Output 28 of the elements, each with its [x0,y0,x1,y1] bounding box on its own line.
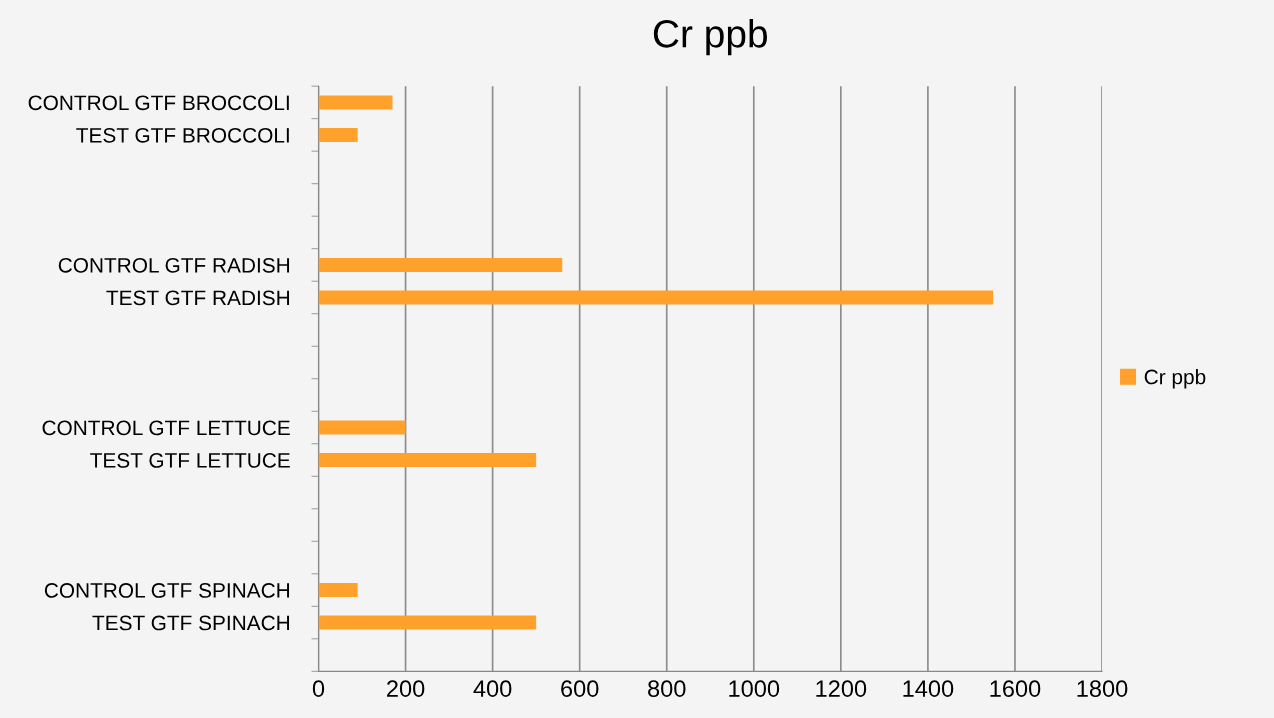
x-tick-label: 1800 [1077,680,1128,698]
x-tick-label: 1000 [729,680,780,698]
bar [318,127,358,142]
y-tick-label: TEST GTF RADISH [106,290,290,306]
bar [318,257,563,272]
bar [318,290,994,305]
bar [318,453,537,468]
legend-label: Cr ppb [1144,369,1206,389]
x-tick-label: 1400 [903,680,954,698]
bar [318,95,393,110]
y-tick-label: CONTROL GTF BROCCOLI [28,95,289,111]
x-tick-label: 200 [387,680,425,698]
y-tick-label: CONTROL GTF SPINACH [44,583,290,598]
x-tick-label: 800 [648,680,686,698]
y-tick-label: CONTROL GTF LETTUCE [42,420,290,436]
y-tick-label: TEST GTF SPINACH [92,615,290,631]
x-tick-label: 1600 [990,680,1041,698]
y-tick-label: TEST GTF LETTUCE [90,453,290,468]
y-tick-label: TEST GTF BROCCOLI [76,127,289,143]
x-tick-label: 1200 [816,680,867,698]
chart-title: Cr ppb [653,19,767,56]
bar [318,583,358,598]
y-tick-label: CONTROL GTF RADISH [58,257,290,273]
x-tick-label: 0 [312,680,325,698]
bar [318,615,537,630]
x-tick-label: 400 [473,680,512,698]
x-tick-label: 600 [561,680,599,698]
bar [318,420,406,435]
